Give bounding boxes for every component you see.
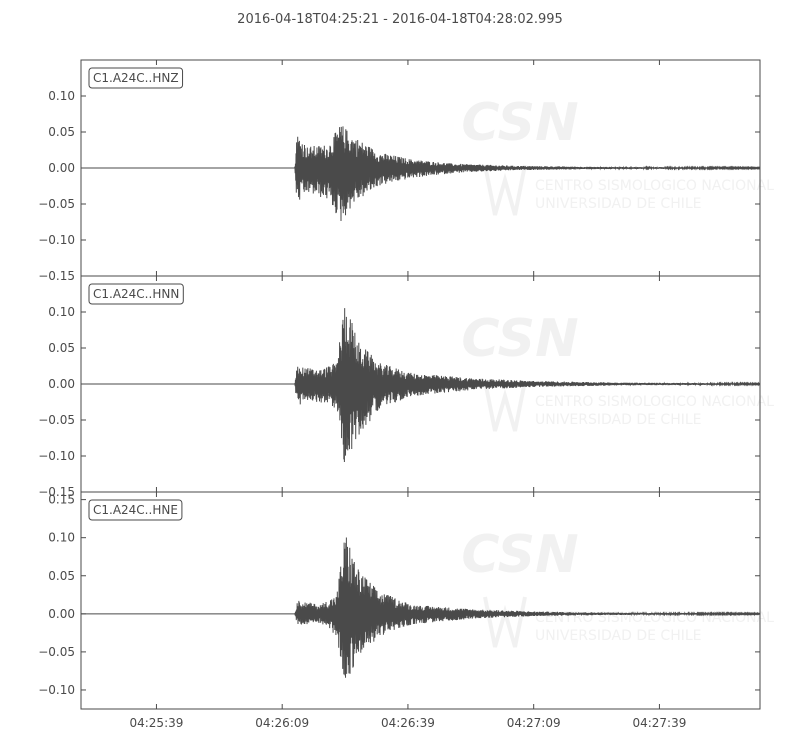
y-tick-label: 0.10: [48, 89, 75, 103]
y-tick-label: −0.10: [38, 233, 75, 247]
y-tick-label: 0.00: [48, 607, 75, 621]
panel-frame: [80, 491, 761, 710]
x-tick-label: 04:25:39: [129, 716, 183, 730]
watermark-text: CENTRO SISMOLOGICO NACIONAL: [535, 610, 774, 626]
watermark-text: CENTRO SISMOLOGICO NACIONAL: [535, 394, 774, 410]
y-tick-label: 0.05: [48, 341, 75, 355]
watermark-logo-text: CSN: [461, 525, 578, 585]
y-tick-label: 0.05: [48, 569, 75, 583]
y-tick-label: 0.15: [48, 493, 75, 507]
watermark-logo: CSN CENTRO SISMOLOGICO NACIONAL UNIVERSIDA…: [461, 93, 774, 216]
watermark-logo: CSN CENTRO SISMOLOGICO NACIONAL UNIVERSIDA…: [461, 525, 774, 648]
watermark-wave-icon: [483, 596, 527, 648]
trace-label: C1.A24C..HNE: [93, 503, 178, 517]
watermark-text: UNIVERSIDAD DE CHILE: [535, 628, 702, 644]
x-tick-label: 04:27:09: [507, 716, 561, 730]
y-tick-label: −0.05: [38, 197, 75, 211]
y-tick-label: −0.15: [38, 269, 75, 283]
watermark-logo-text: CSN: [461, 93, 578, 153]
watermark-text: CENTRO SISMOLOGICO NACIONAL: [535, 178, 774, 194]
y-tick-label: −0.15: [38, 485, 75, 499]
watermark-wave-icon: [483, 380, 527, 432]
watermark-wave-icon: [483, 164, 527, 216]
watermark-text: UNIVERSIDAD DE CHILE: [535, 412, 702, 428]
y-tick-label: 0.10: [48, 531, 75, 545]
watermark-text: UNIVERSIDAD DE CHILE: [535, 196, 702, 212]
y-tick-label: −0.05: [38, 645, 75, 659]
x-tick-label: 04:26:39: [381, 716, 435, 730]
y-tick-label: 0.00: [48, 377, 75, 391]
y-tick-label: −0.05: [38, 413, 75, 427]
x-tick-label: 04:27:39: [632, 716, 686, 730]
y-tick-label: −0.10: [38, 449, 75, 463]
watermark-logo-text: CSN: [461, 309, 578, 369]
y-tick-label: 0.10: [48, 305, 75, 319]
trace-waveform: [81, 126, 761, 222]
trace-waveform: [81, 537, 761, 678]
y-tick-label: 0.05: [48, 125, 75, 139]
trace-label: C1.A24C..HNN: [93, 287, 179, 301]
y-tick-label: 0.00: [48, 161, 75, 175]
trace-label-box: [88, 67, 184, 89]
x-tick-label: 04:26:09: [255, 716, 309, 730]
trace-waveform: [81, 308, 761, 462]
y-tick-label: −0.10: [38, 683, 75, 697]
trace-label-box: [88, 283, 184, 305]
watermark-logo: CSN CENTRO SISMOLOGICO NACIONAL UNIVERSIDA…: [461, 309, 774, 432]
chart-title: 2016-04-18T04:25:21 - 2016-04-18T04:28:0…: [237, 12, 563, 27]
trace-label-box: [88, 499, 183, 521]
trace-label: C1.A24C..HNZ: [93, 71, 179, 85]
